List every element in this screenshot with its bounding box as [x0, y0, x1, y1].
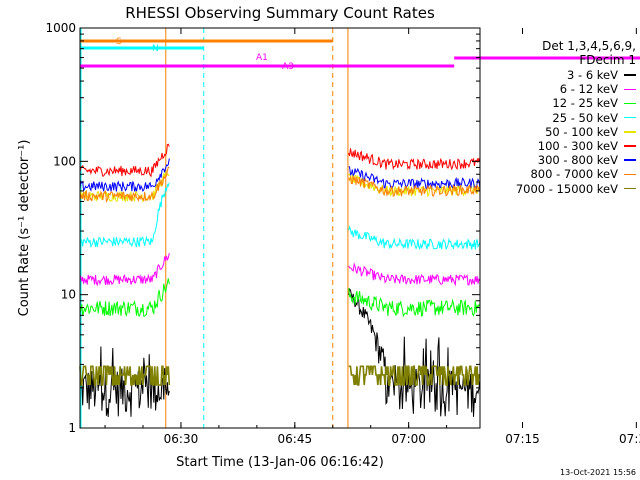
legend-entry: 50 - 100 keV — [476, 125, 636, 139]
legend-swatch — [624, 159, 636, 161]
legend-swatch — [624, 88, 636, 91]
legend-entry-label: 300 - 800 keV — [537, 153, 618, 168]
series-line-100-300keV-seg1 — [79, 143, 170, 178]
y-tick-label-100: 100 — [53, 154, 76, 168]
legend-entry-label: 6 - 12 keV — [559, 82, 618, 97]
series-line-12-25keV-seg2 — [348, 287, 481, 318]
series-line-7000-15000keV-seg1 — [79, 365, 171, 386]
legend-title-line-2: FDecim 1 — [579, 53, 636, 67]
y-tick-label-10: 10 — [61, 288, 76, 302]
legend-entry: 3 - 6 keV — [476, 68, 636, 82]
series-line-300-800keV-seg1 — [79, 158, 170, 193]
legend-swatch — [624, 74, 636, 76]
y-axis-label: Count Rate (s⁻¹ detector⁻¹) — [17, 140, 32, 317]
series-line-25-50keV-seg2 — [348, 225, 481, 250]
x-axis-label: Start Time (13-Jan-06 06:16:42) — [176, 455, 384, 470]
series-line-800-7000keV-seg1 — [79, 166, 170, 203]
legend-swatch — [624, 173, 636, 176]
legend: Det 1,3,4,5,6,9, FDecim 1 3 - 6 keV 6 - 1… — [476, 40, 636, 196]
legend-swatch — [624, 187, 636, 190]
plot-area: S N A1 A3 — [79, 28, 640, 428]
legend-title-line-1: Det 1,3,4,5,6,9, — [542, 39, 636, 53]
legend-entry-label: 12 - 25 keV — [552, 96, 618, 111]
series-line-800-7000keV-seg2 — [348, 175, 481, 197]
legend-entry: 25 - 50 keV — [476, 111, 636, 125]
legend-swatch — [624, 116, 636, 119]
legend-entry-label: 50 - 100 keV — [545, 124, 618, 139]
legend-entry: 300 - 800 keV — [476, 153, 636, 167]
flag-label-a3: A3 — [282, 62, 294, 72]
legend-entry-label: 25 - 50 keV — [552, 110, 618, 125]
x-tick-label-0630: 06:30 — [164, 432, 199, 446]
series-line-6-12keV-seg2 — [348, 262, 481, 287]
plot-frame — [79, 27, 481, 429]
legend-entry: 12 - 25 keV — [476, 96, 636, 110]
legend-entry: 100 - 300 keV — [476, 139, 636, 153]
legend-entry: 800 - 7000 keV — [476, 167, 636, 181]
flag-label-a1: A1 — [256, 53, 268, 63]
y-axis: 1 10 100 1000 — [45, 21, 480, 435]
series-line-7000-15000keV-seg2 — [348, 365, 480, 386]
y-tick-label-1: 1 — [68, 421, 76, 435]
series-line-12-25keV-seg1 — [79, 278, 170, 318]
y-tick-label-1000: 1000 — [45, 21, 76, 35]
legend-swatch — [624, 131, 636, 133]
render-timestamp: 13-Oct-2021 15:56 — [560, 468, 636, 477]
series-line-25-50keV-seg1 — [79, 182, 170, 249]
legend-entry-label: 800 - 7000 keV — [530, 167, 618, 182]
series-line-50-100keV-seg1 — [79, 170, 170, 203]
x-tick-label-0700: 07:00 — [391, 432, 426, 446]
x-tick-label-0715: 07:15 — [505, 432, 540, 446]
series-line-6-12keV-seg1 — [79, 253, 170, 287]
x-tick-label-0645: 06:45 — [278, 432, 313, 446]
legend-swatch — [624, 102, 636, 105]
legend-entry-label: 3 - 6 keV — [567, 68, 618, 83]
legend-swatch — [624, 145, 636, 147]
flag-label-s: S — [116, 37, 122, 47]
legend-entry: 7000 - 15000 keV — [476, 182, 636, 196]
flag-label-n: N — [152, 44, 159, 54]
x-tick-label-0730: 07:30 — [619, 432, 640, 446]
chart-title: RHESSI Observing Summary Count Rates — [125, 4, 435, 22]
series-line-100-300keV-seg2 — [348, 148, 481, 171]
legend-entry-label: 100 - 300 keV — [537, 139, 618, 154]
legend-entry-label: 7000 - 15000 keV — [515, 181, 618, 196]
legend-entry: 6 - 12 keV — [476, 82, 636, 96]
